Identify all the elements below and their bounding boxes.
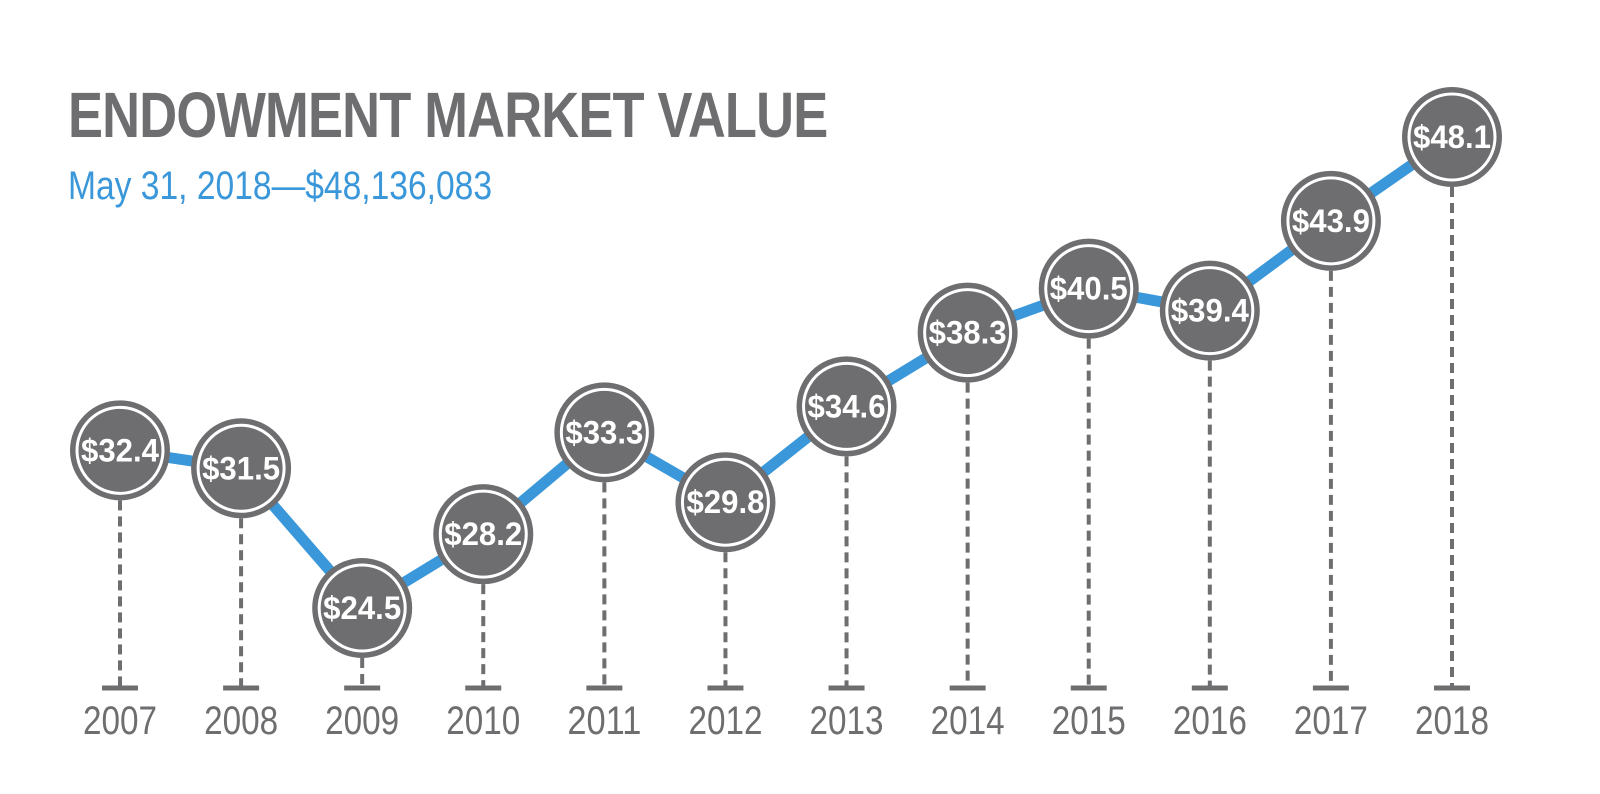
x-tick-label: 2018 bbox=[1415, 699, 1489, 743]
data-label: $33.3 bbox=[565, 414, 643, 450]
data-point: $39.4 bbox=[1159, 260, 1260, 361]
data-point: $32.4 bbox=[70, 400, 170, 501]
marker-inner bbox=[1044, 244, 1134, 334]
data-label: $31.5 bbox=[202, 450, 280, 486]
data-label: $34.6 bbox=[808, 388, 886, 424]
x-tick-label: 2013 bbox=[810, 699, 884, 743]
marker-inner bbox=[923, 288, 1013, 378]
data-point: $40.5 bbox=[1038, 238, 1139, 339]
data-point: $48.1 bbox=[1402, 87, 1502, 187]
data-label: $24.5 bbox=[323, 590, 401, 626]
data-point: $34.6 bbox=[796, 356, 897, 457]
x-tick-label: 2014 bbox=[931, 699, 1005, 743]
x-tick-label: 2016 bbox=[1173, 699, 1247, 743]
data-label: $38.3 bbox=[929, 315, 1007, 351]
marker-inner bbox=[438, 489, 528, 579]
x-axis: 2007 2008 2009 2010 2011 2012 2013 2014 2015 2016… bbox=[83, 685, 1489, 743]
data-markers: $32.4 $31.5 $24.5 $28.2 $33.3 $29.8 $34.6 $38.3… bbox=[70, 87, 1502, 658]
x-tick-label: 2011 bbox=[567, 699, 641, 743]
data-point: $29.8 bbox=[675, 452, 776, 553]
data-point: $38.3 bbox=[917, 282, 1018, 383]
marker-inner bbox=[1407, 92, 1497, 182]
x-tick-label: 2015 bbox=[1052, 699, 1126, 743]
x-tick-label: 2010 bbox=[446, 699, 520, 743]
series-line bbox=[114, 131, 1458, 614]
x-tick-label: 2017 bbox=[1294, 699, 1368, 743]
data-label: $48.1 bbox=[1413, 119, 1491, 155]
chart-title: ENDOWMENT MARKET VALUE bbox=[68, 79, 828, 151]
series-line-group bbox=[114, 131, 1458, 614]
data-label: $40.5 bbox=[1050, 271, 1128, 307]
x-tick-label: 2008 bbox=[204, 699, 278, 743]
marker-inner bbox=[196, 423, 286, 513]
data-label: $32.4 bbox=[81, 432, 159, 468]
marker-inner bbox=[559, 387, 649, 477]
marker-inner bbox=[75, 405, 165, 495]
drop-lines bbox=[118, 187, 1454, 688]
x-tick-label: 2009 bbox=[325, 699, 399, 743]
data-label: $39.4 bbox=[1171, 293, 1249, 329]
data-point: $24.5 bbox=[312, 558, 413, 658]
marker-inner bbox=[680, 457, 770, 547]
chart-subtitle: May 31, 2018—$48,136,083 bbox=[68, 164, 493, 208]
x-tick-label: 2012 bbox=[688, 699, 762, 743]
marker-inner bbox=[1165, 266, 1255, 356]
data-point: $28.2 bbox=[433, 484, 534, 585]
data-label: $43.9 bbox=[1292, 203, 1370, 239]
marker-inner bbox=[802, 361, 892, 451]
data-point: $33.3 bbox=[554, 382, 655, 483]
data-point: $31.5 bbox=[191, 418, 292, 519]
data-label: $28.2 bbox=[444, 516, 522, 552]
data-label: $29.8 bbox=[686, 484, 764, 520]
marker-inner bbox=[1286, 176, 1376, 266]
data-point: $43.9 bbox=[1280, 170, 1381, 271]
marker-inner bbox=[317, 563, 407, 653]
x-tick-label: 2007 bbox=[83, 699, 157, 743]
